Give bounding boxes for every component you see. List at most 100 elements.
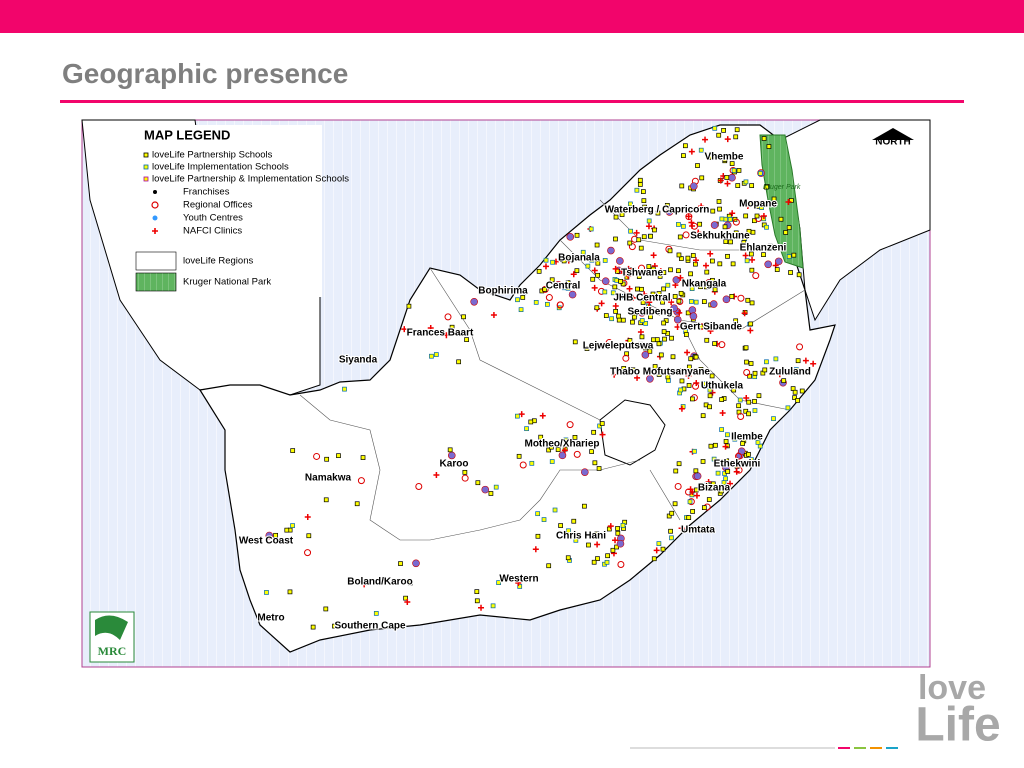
clinic-marker bbox=[594, 541, 601, 548]
school-marker bbox=[786, 225, 792, 231]
school-marker bbox=[786, 254, 792, 259]
centre-marker bbox=[673, 315, 682, 324]
school-marker bbox=[664, 202, 670, 208]
school-marker bbox=[781, 378, 787, 384]
school-marker bbox=[716, 199, 722, 204]
office-marker bbox=[796, 343, 804, 351]
school-marker bbox=[591, 429, 597, 435]
centre-marker bbox=[265, 531, 274, 540]
centre-marker bbox=[412, 559, 420, 568]
school-marker bbox=[306, 533, 312, 539]
school-marker bbox=[634, 187, 640, 193]
school-marker bbox=[704, 269, 710, 275]
clinic-marker bbox=[645, 304, 652, 311]
school-marker bbox=[555, 447, 561, 452]
school-marker bbox=[628, 228, 633, 234]
school-marker bbox=[745, 297, 751, 303]
school-marker bbox=[290, 448, 296, 453]
school-marker bbox=[767, 243, 773, 249]
school-marker bbox=[596, 466, 602, 471]
clinic-marker bbox=[668, 299, 675, 306]
centre-marker bbox=[722, 295, 731, 304]
school-marker bbox=[623, 267, 629, 273]
school-marker bbox=[529, 460, 535, 466]
region-label: Lejweleputswa bbox=[583, 341, 654, 352]
school-marker bbox=[744, 359, 749, 365]
clinic-marker bbox=[742, 252, 749, 259]
school-marker bbox=[676, 222, 681, 227]
region-label: Uthukela bbox=[701, 381, 744, 392]
school-marker bbox=[549, 277, 555, 283]
legend-label: Regional Offices bbox=[183, 200, 253, 211]
school-marker bbox=[616, 317, 622, 323]
school-marker bbox=[535, 511, 541, 517]
school-marker bbox=[496, 580, 501, 585]
school-marker bbox=[747, 200, 753, 206]
region-label: Sedibeng bbox=[627, 307, 672, 318]
clinic-marker bbox=[637, 329, 644, 336]
school-marker bbox=[773, 356, 779, 362]
school-marker bbox=[639, 286, 644, 292]
school-marker bbox=[686, 383, 692, 388]
office-marker bbox=[690, 222, 698, 230]
school-marker bbox=[332, 623, 337, 629]
school-marker bbox=[728, 239, 733, 245]
legend-label: loveLife Partnership Schools bbox=[152, 150, 273, 161]
school-marker bbox=[692, 368, 698, 373]
school-marker bbox=[724, 175, 730, 180]
school-marker bbox=[354, 501, 360, 507]
school-marker bbox=[565, 280, 571, 286]
centre-marker bbox=[616, 257, 624, 265]
school-marker bbox=[683, 143, 688, 149]
region-label: West Coast bbox=[239, 536, 294, 547]
clinic-marker bbox=[707, 250, 714, 257]
school-marker bbox=[614, 544, 619, 550]
school-marker bbox=[613, 236, 618, 242]
school-marker bbox=[729, 161, 735, 166]
school-marker bbox=[461, 314, 466, 320]
school-marker bbox=[685, 255, 691, 261]
office-marker bbox=[622, 354, 630, 362]
school-marker bbox=[712, 287, 718, 293]
school-marker bbox=[679, 183, 685, 189]
school-marker bbox=[704, 337, 710, 343]
school-marker bbox=[666, 513, 672, 519]
legend-symbol bbox=[135, 251, 177, 271]
school-marker bbox=[636, 237, 642, 243]
school-marker bbox=[665, 374, 671, 380]
school-marker bbox=[679, 378, 685, 384]
school-marker bbox=[746, 451, 751, 457]
school-marker bbox=[695, 163, 700, 168]
clinic-marker bbox=[717, 177, 724, 184]
school-marker bbox=[672, 501, 678, 507]
school-marker bbox=[429, 353, 434, 359]
school-marker bbox=[620, 522, 626, 528]
centre-marker bbox=[554, 280, 563, 289]
clinic-marker bbox=[729, 210, 736, 217]
clinic-marker bbox=[612, 265, 619, 272]
school-marker bbox=[264, 590, 269, 595]
legend-label: loveLife Partnership & Implementation Sc… bbox=[152, 174, 349, 185]
school-marker bbox=[656, 541, 662, 546]
school-marker bbox=[647, 348, 653, 354]
clinic-marker bbox=[630, 294, 637, 301]
clinic-marker bbox=[542, 263, 549, 270]
school-marker bbox=[707, 404, 712, 410]
school-marker bbox=[794, 367, 799, 372]
school-marker bbox=[746, 399, 752, 405]
legend-symbol bbox=[152, 215, 158, 221]
school-marker bbox=[661, 286, 667, 292]
school-marker bbox=[627, 338, 633, 343]
school-marker bbox=[700, 459, 706, 464]
school-marker bbox=[709, 155, 715, 160]
school-marker bbox=[756, 393, 762, 399]
slide-title: Geographic presence bbox=[62, 58, 349, 89]
school-marker bbox=[641, 234, 647, 240]
region-label: Ethekwini bbox=[714, 459, 761, 470]
clinic-marker bbox=[741, 310, 748, 317]
school-marker bbox=[661, 270, 667, 275]
school-marker bbox=[725, 432, 730, 438]
office-marker bbox=[735, 466, 743, 474]
school-marker bbox=[475, 480, 481, 486]
clinic-marker bbox=[650, 252, 657, 259]
